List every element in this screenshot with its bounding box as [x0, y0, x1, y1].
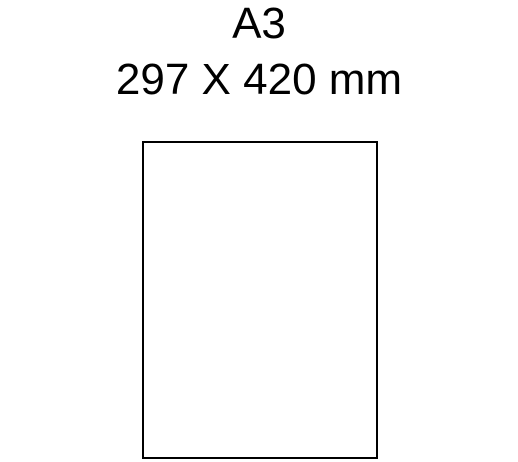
- paper-sheet-outline: [142, 141, 378, 459]
- paper-dimensions: 297 X 420 mm: [115, 55, 403, 104]
- paper-size-name: A3: [232, 0, 286, 48]
